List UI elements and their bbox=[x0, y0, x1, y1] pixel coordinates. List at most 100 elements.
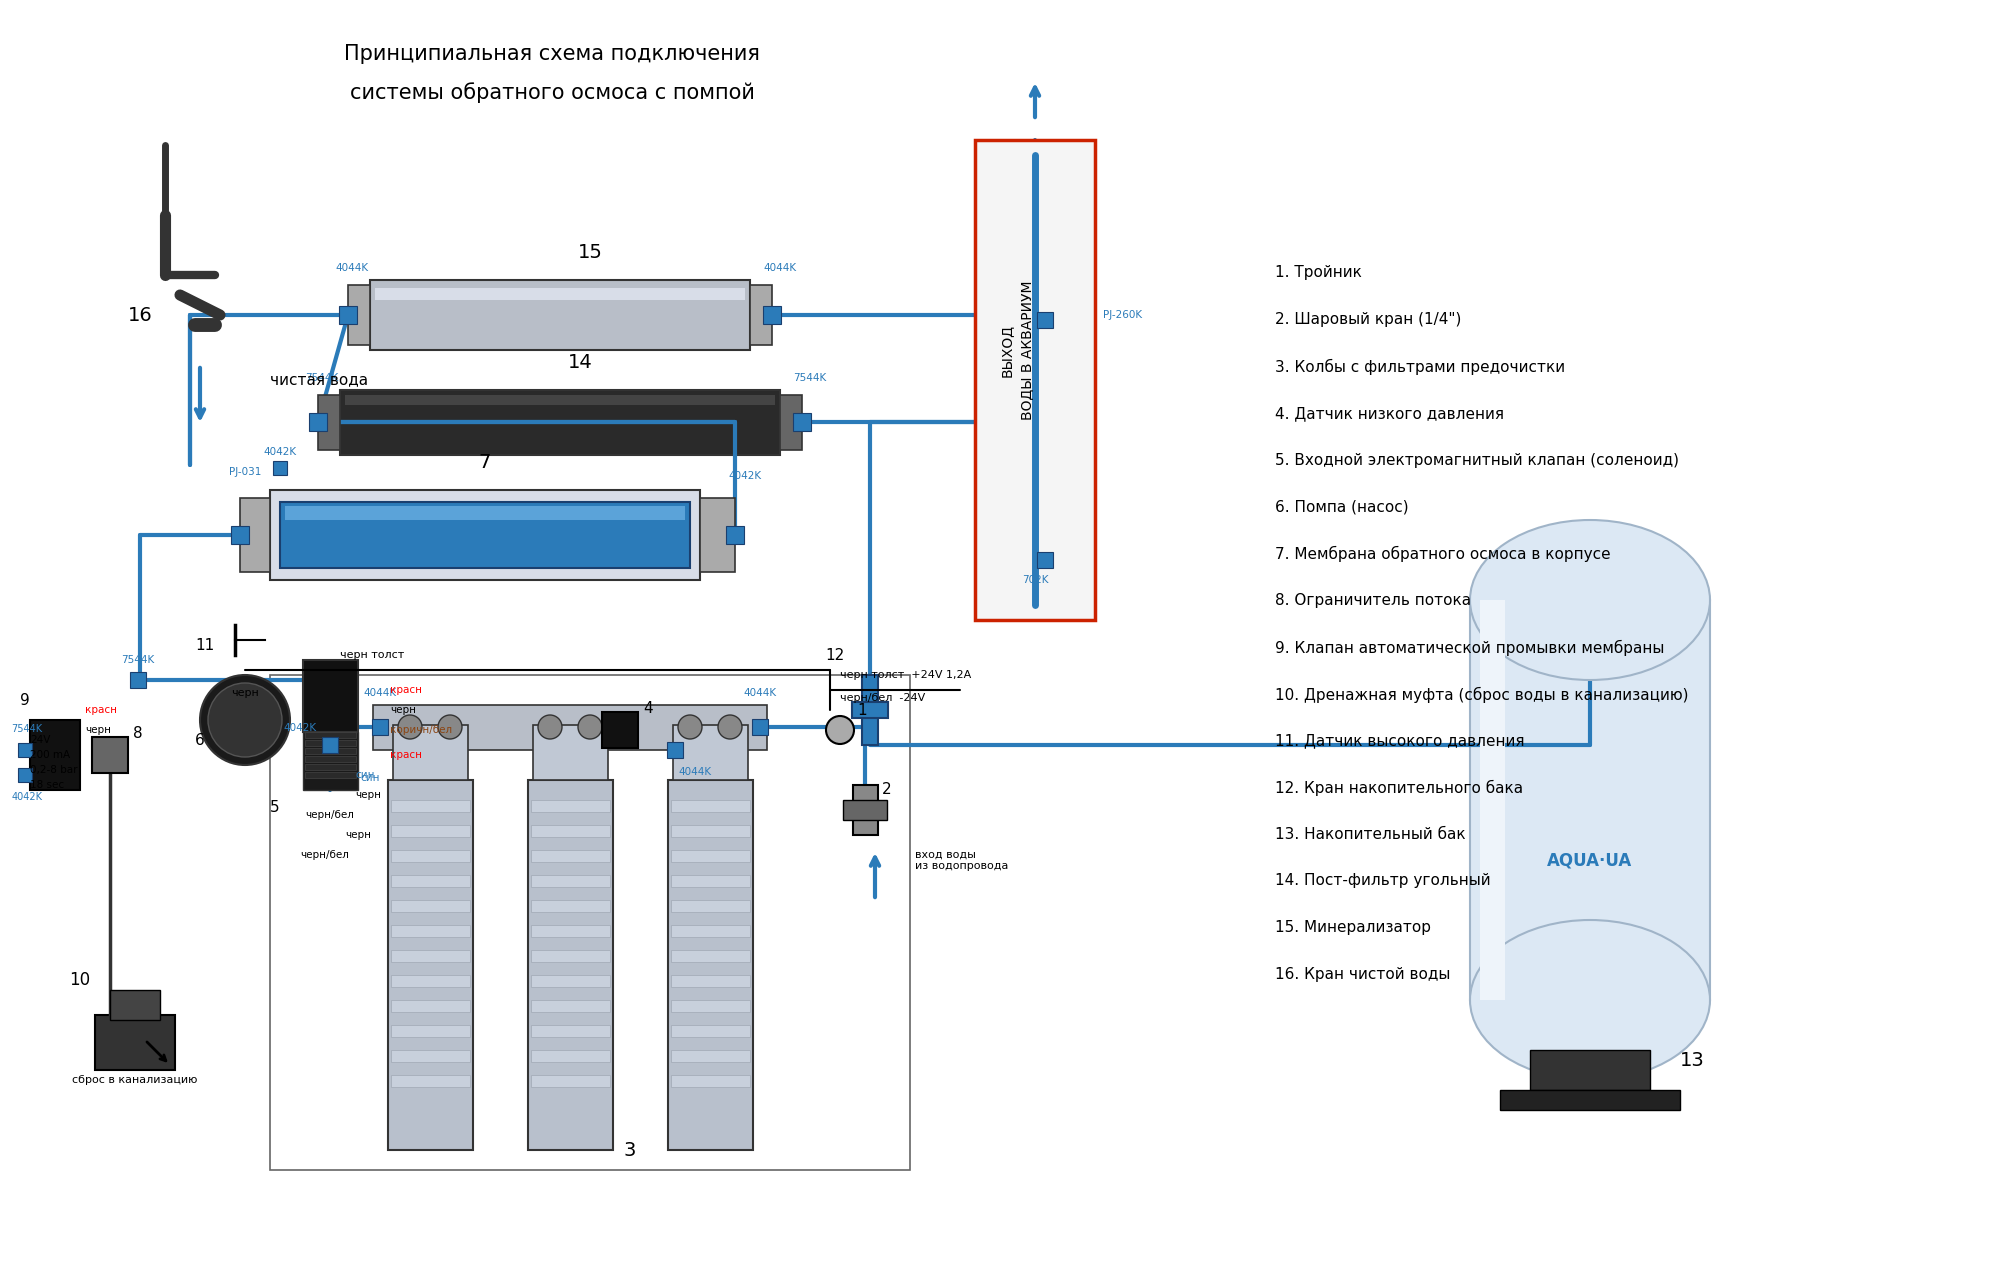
Circle shape bbox=[678, 715, 702, 739]
Bar bbox=[285, 506, 684, 520]
Text: 8: 8 bbox=[132, 726, 142, 741]
Text: черн/бел: черн/бел bbox=[305, 810, 355, 820]
Text: 7544K: 7544K bbox=[120, 655, 155, 665]
Bar bbox=[666, 742, 682, 758]
Bar bbox=[530, 925, 610, 937]
Bar bbox=[670, 975, 751, 987]
Bar bbox=[391, 875, 470, 887]
Bar bbox=[387, 780, 474, 1150]
Bar bbox=[393, 726, 468, 780]
Circle shape bbox=[438, 715, 462, 739]
Bar bbox=[1499, 1090, 1680, 1110]
Bar bbox=[670, 849, 751, 862]
Bar bbox=[391, 1000, 470, 1012]
Text: 7: 7 bbox=[478, 453, 492, 471]
Bar bbox=[602, 712, 638, 748]
Bar bbox=[369, 281, 751, 350]
Bar bbox=[94, 1015, 175, 1071]
Bar bbox=[670, 825, 751, 837]
Bar bbox=[530, 1074, 610, 1087]
Text: 9: 9 bbox=[20, 693, 30, 708]
Bar bbox=[532, 726, 608, 780]
Bar bbox=[391, 900, 470, 913]
Circle shape bbox=[719, 715, 743, 739]
Circle shape bbox=[825, 715, 853, 744]
Text: 4044K: 4044K bbox=[763, 263, 797, 273]
Text: PJ-031: PJ-031 bbox=[229, 466, 261, 477]
Text: 13: 13 bbox=[1680, 1050, 1704, 1069]
Bar bbox=[670, 900, 751, 913]
Bar bbox=[305, 763, 355, 770]
Text: 1. Тройник: 1. Тройник bbox=[1274, 265, 1361, 281]
Text: 4. Датчик низкого давления: 4. Датчик низкого давления bbox=[1274, 406, 1503, 421]
Bar bbox=[391, 975, 470, 987]
Bar bbox=[305, 739, 355, 746]
Bar bbox=[279, 502, 690, 568]
Bar bbox=[273, 461, 287, 475]
Text: 4042K: 4042K bbox=[263, 447, 297, 458]
Bar bbox=[391, 825, 470, 837]
Text: чистая вода: чистая вода bbox=[269, 373, 367, 388]
Bar bbox=[303, 660, 357, 732]
Bar bbox=[345, 396, 775, 404]
Text: 13. Накопительный бак: 13. Накопительный бак bbox=[1274, 827, 1465, 842]
Circle shape bbox=[209, 683, 281, 757]
Text: 4044K: 4044K bbox=[335, 263, 369, 273]
Text: син: син bbox=[355, 770, 375, 780]
Text: 10: 10 bbox=[70, 971, 90, 988]
Bar bbox=[375, 288, 745, 300]
Bar bbox=[391, 1074, 470, 1087]
Bar bbox=[391, 800, 470, 811]
Text: AQUA·UA: AQUA·UA bbox=[1547, 851, 1632, 870]
Bar bbox=[975, 140, 1094, 621]
Bar bbox=[751, 284, 771, 345]
Text: 11. Датчик высокого давления: 11. Датчик высокого давления bbox=[1274, 733, 1523, 748]
Bar bbox=[530, 951, 610, 962]
Text: системы обратного осмоса с помпой: системы обратного осмоса с помпой bbox=[349, 82, 755, 102]
Bar bbox=[231, 526, 249, 544]
Text: 6: 6 bbox=[195, 733, 205, 747]
Text: черн толст: черн толст bbox=[339, 650, 403, 660]
Circle shape bbox=[201, 675, 289, 765]
Bar bbox=[672, 726, 749, 780]
Text: 24V: 24V bbox=[30, 734, 50, 744]
Text: 16. Кран чистой воды: 16. Кран чистой воды bbox=[1274, 967, 1449, 982]
Text: красн: красн bbox=[389, 750, 421, 760]
Text: 11: 11 bbox=[195, 637, 215, 652]
Text: 6. Помпа (насос): 6. Помпа (насос) bbox=[1274, 499, 1409, 514]
Circle shape bbox=[578, 715, 602, 739]
Bar bbox=[1479, 600, 1505, 1000]
Bar bbox=[670, 1074, 751, 1087]
Bar bbox=[18, 769, 32, 782]
Bar bbox=[391, 1050, 470, 1062]
Bar bbox=[670, 1025, 751, 1036]
Text: 0,2-8 bar: 0,2-8 bar bbox=[30, 765, 78, 775]
Text: сброс в канализацию: сброс в канализацию bbox=[72, 1074, 197, 1085]
Text: красн: красн bbox=[389, 685, 421, 695]
Bar bbox=[530, 900, 610, 913]
Text: красн: красн bbox=[84, 705, 116, 715]
Text: 7544K: 7544K bbox=[12, 724, 42, 734]
Bar bbox=[339, 391, 779, 455]
Text: 14. Пост-фильтр угольный: 14. Пост-фильтр угольный bbox=[1274, 873, 1489, 889]
Bar bbox=[530, 875, 610, 887]
Bar bbox=[530, 825, 610, 837]
Bar bbox=[853, 785, 877, 836]
Text: черн/бел  -24V: черн/бел -24V bbox=[839, 693, 925, 703]
Bar bbox=[241, 498, 269, 573]
Circle shape bbox=[538, 715, 562, 739]
Text: 7544K: 7544K bbox=[793, 373, 827, 383]
Bar bbox=[670, 1050, 751, 1062]
Bar bbox=[391, 951, 470, 962]
Text: PJ-260K: PJ-260K bbox=[1102, 310, 1142, 320]
Text: 7544K: 7544K bbox=[305, 373, 339, 383]
Bar bbox=[1529, 1050, 1650, 1090]
Bar bbox=[779, 396, 801, 450]
Text: вход воды
из водопровода: вход воды из водопровода bbox=[915, 849, 1008, 871]
Text: 12. Кран накопительного бака: 12. Кран накопительного бака bbox=[1274, 780, 1523, 796]
Text: 4042K: 4042K bbox=[283, 723, 317, 733]
Bar bbox=[321, 737, 337, 753]
Ellipse shape bbox=[1469, 520, 1710, 680]
Bar bbox=[763, 306, 781, 324]
Bar bbox=[1469, 600, 1710, 1000]
